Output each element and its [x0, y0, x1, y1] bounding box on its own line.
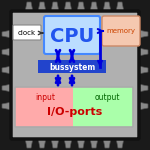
- Polygon shape: [25, 138, 33, 148]
- Polygon shape: [138, 84, 148, 92]
- Polygon shape: [2, 30, 12, 38]
- Polygon shape: [64, 2, 72, 12]
- Polygon shape: [116, 2, 124, 12]
- Polygon shape: [116, 138, 124, 148]
- Polygon shape: [64, 138, 72, 148]
- Polygon shape: [2, 102, 12, 110]
- Polygon shape: [90, 2, 98, 12]
- Polygon shape: [2, 84, 12, 92]
- Polygon shape: [77, 138, 85, 148]
- FancyBboxPatch shape: [44, 16, 100, 54]
- Polygon shape: [138, 66, 148, 74]
- Polygon shape: [2, 48, 12, 56]
- Polygon shape: [77, 2, 85, 12]
- Text: I/O-ports: I/O-ports: [47, 107, 103, 117]
- FancyBboxPatch shape: [73, 87, 133, 127]
- FancyBboxPatch shape: [13, 25, 41, 40]
- FancyBboxPatch shape: [11, 11, 139, 139]
- FancyBboxPatch shape: [102, 16, 140, 46]
- FancyBboxPatch shape: [15, 87, 75, 127]
- Polygon shape: [2, 66, 12, 74]
- Polygon shape: [51, 2, 59, 12]
- Text: output: output: [94, 93, 120, 102]
- Polygon shape: [38, 138, 46, 148]
- Text: bussystem: bussystem: [49, 63, 95, 72]
- FancyBboxPatch shape: [38, 60, 106, 73]
- Text: memory: memory: [106, 28, 135, 34]
- Polygon shape: [103, 2, 111, 12]
- Polygon shape: [90, 138, 98, 148]
- Polygon shape: [103, 138, 111, 148]
- Polygon shape: [138, 48, 148, 56]
- Polygon shape: [138, 102, 148, 110]
- Polygon shape: [138, 30, 148, 38]
- Polygon shape: [51, 138, 59, 148]
- Polygon shape: [38, 2, 46, 12]
- Text: clock: clock: [18, 30, 36, 36]
- Text: input: input: [35, 93, 55, 102]
- Polygon shape: [25, 2, 33, 12]
- Text: CPU: CPU: [50, 27, 94, 45]
